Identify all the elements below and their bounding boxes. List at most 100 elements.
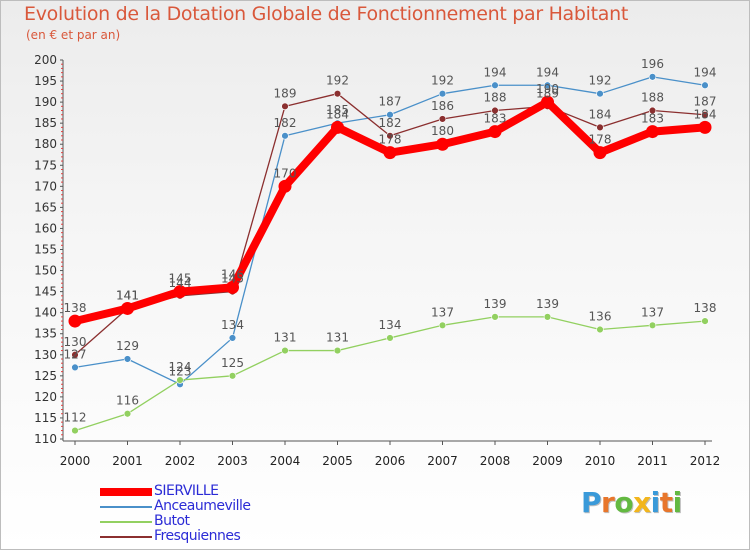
logo-letter: P bbox=[581, 486, 602, 519]
data-point bbox=[648, 73, 657, 81]
y-tick-label: 145 bbox=[34, 285, 57, 299]
legend-item: SIERVILLE bbox=[100, 483, 360, 499]
logo-letter: r bbox=[601, 486, 615, 519]
legend-swatch bbox=[100, 488, 152, 496]
x-tick-label: 2003 bbox=[217, 454, 248, 468]
data-label: 180 bbox=[431, 124, 454, 138]
data-point bbox=[541, 95, 554, 109]
y-tick-label: 140 bbox=[34, 306, 57, 320]
data-point bbox=[176, 376, 184, 384]
data-point bbox=[596, 325, 604, 334]
data-point bbox=[333, 346, 342, 355]
data-point bbox=[123, 410, 132, 418]
data-label: 192 bbox=[589, 74, 612, 88]
data-label: 116 bbox=[116, 394, 139, 408]
data-point bbox=[438, 89, 447, 98]
data-point bbox=[438, 321, 447, 329]
logo-letter: i bbox=[672, 486, 683, 519]
data-label: 194 bbox=[536, 65, 559, 79]
data-label: 178 bbox=[589, 133, 612, 147]
data-point bbox=[386, 132, 394, 140]
y-tick-label: 175 bbox=[34, 158, 57, 172]
data-label: 187 bbox=[694, 95, 717, 109]
x-tick-label: 2006 bbox=[375, 454, 406, 468]
data-label: 146 bbox=[221, 267, 244, 281]
data-label: 188 bbox=[641, 91, 664, 105]
y-tick-label: 160 bbox=[34, 221, 57, 235]
data-label: 194 bbox=[484, 65, 507, 79]
data-point bbox=[281, 346, 289, 355]
data-label: 170 bbox=[274, 166, 297, 180]
y-tick-label: 180 bbox=[34, 137, 57, 151]
x-tick-label: 2005 bbox=[322, 454, 353, 468]
x-tick-label: 2000 bbox=[60, 454, 91, 468]
data-point bbox=[491, 313, 499, 321]
data-point bbox=[701, 111, 709, 119]
data-label: 186 bbox=[431, 99, 454, 113]
data-label: 123 bbox=[169, 364, 192, 378]
logo-letter: i bbox=[650, 486, 661, 519]
data-point bbox=[436, 137, 449, 151]
y-tick-label: 115 bbox=[34, 411, 57, 425]
data-label: 130 bbox=[64, 335, 87, 349]
data-point bbox=[228, 372, 237, 380]
data-label: 139 bbox=[484, 297, 507, 311]
proxiti-logo: Proxiti bbox=[581, 486, 682, 519]
x-tick-label: 2008 bbox=[480, 454, 511, 468]
data-point bbox=[648, 106, 657, 115]
data-point bbox=[281, 102, 289, 111]
data-point bbox=[488, 125, 502, 139]
data-label: 125 bbox=[221, 356, 244, 370]
data-label: 139 bbox=[536, 297, 559, 311]
data-point bbox=[71, 351, 79, 359]
data-label: 137 bbox=[431, 305, 454, 319]
legend-swatch bbox=[100, 521, 152, 523]
data-point bbox=[438, 115, 447, 123]
data-label: 141 bbox=[116, 288, 139, 302]
data-label: 178 bbox=[379, 133, 402, 147]
x-tick-label: 2011 bbox=[637, 454, 668, 468]
data-point bbox=[386, 111, 394, 119]
data-label: 184 bbox=[694, 107, 717, 121]
y-tick-label: 135 bbox=[34, 327, 57, 341]
data-point bbox=[278, 179, 292, 193]
data-label: 187 bbox=[379, 95, 402, 109]
y-tick-label: 110 bbox=[34, 432, 57, 446]
legend-item: Butot bbox=[100, 513, 360, 529]
data-label: 138 bbox=[694, 301, 717, 315]
y-tick-label: 125 bbox=[34, 369, 57, 383]
legend-label: SIERVILLE bbox=[154, 483, 219, 499]
y-tick-label: 195 bbox=[34, 74, 57, 88]
data-label: 190 bbox=[536, 82, 559, 96]
x-tick-label: 2009 bbox=[532, 454, 563, 468]
legend-swatch bbox=[100, 536, 152, 538]
legend: SIERVILLE Anceaumeville Butot Fresquiennes bbox=[100, 483, 360, 544]
data-point bbox=[383, 146, 397, 160]
data-label: 189 bbox=[274, 86, 297, 100]
data-label: 196 bbox=[641, 57, 664, 71]
data-label: 183 bbox=[641, 112, 664, 126]
x-tick-label: 2004 bbox=[270, 454, 301, 468]
legend-item: Anceaumeville bbox=[100, 498, 360, 514]
data-label: 182 bbox=[379, 116, 402, 130]
data-point bbox=[386, 334, 394, 342]
data-label: 183 bbox=[484, 112, 507, 126]
x-tick-label: 2001 bbox=[112, 454, 143, 468]
y-tick-label: 170 bbox=[34, 179, 57, 193]
data-label: 134 bbox=[379, 318, 402, 332]
data-point bbox=[226, 280, 239, 294]
data-label: 192 bbox=[326, 74, 349, 88]
data-label: 134 bbox=[221, 318, 244, 332]
data-point bbox=[228, 334, 237, 342]
legend-label: Anceaumeville bbox=[154, 498, 251, 514]
data-label: 192 bbox=[431, 74, 454, 88]
y-tick-label: 130 bbox=[34, 348, 57, 362]
data-point bbox=[331, 120, 344, 134]
data-point bbox=[593, 146, 607, 160]
data-point bbox=[333, 89, 342, 98]
chart-subtitle: (en € et par an) bbox=[26, 28, 121, 42]
legend-swatch bbox=[100, 506, 152, 508]
data-label: 188 bbox=[484, 91, 507, 105]
chart-title: Evolution de la Dotation Globale de Fonc… bbox=[24, 3, 629, 25]
